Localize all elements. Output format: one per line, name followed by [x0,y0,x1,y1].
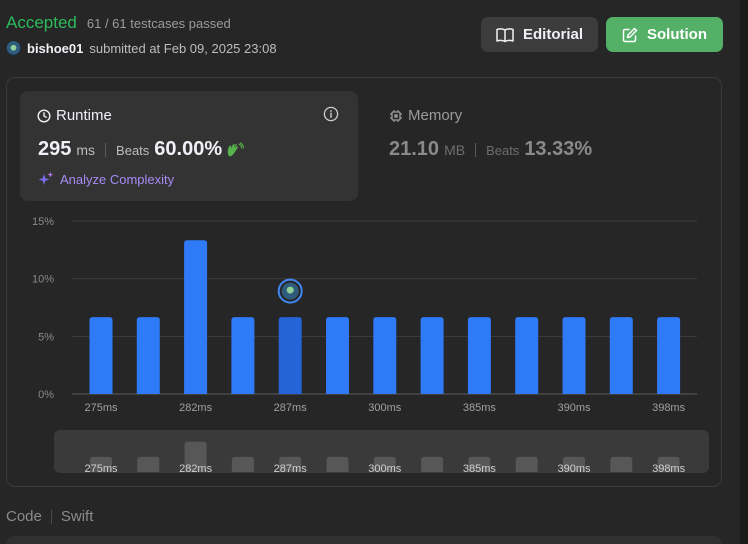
page-edge [740,0,748,544]
chart-bar[interactable] [420,317,444,394]
overview-bar [515,456,538,472]
overview-tick-label: 282ms [179,463,213,475]
overview-bar [563,456,585,472]
memory-metric: 21.10 MB Beats 13.33% [389,138,592,161]
memory-value: 21.10 [389,138,440,160]
username-link[interactable]: bishoe01 [27,41,84,56]
overview-bar [90,456,112,472]
runtime-unit: ms [76,142,96,158]
chart-bar[interactable] [515,317,539,394]
memory-unit: MB [444,142,466,158]
range-selector[interactable] [54,430,709,473]
chart-bar[interactable] [136,317,160,394]
overview-tick-label: 398ms [652,463,686,475]
chart-bar[interactable] [609,317,633,394]
overview-bar [231,456,254,472]
x-tick-label: 275ms [84,402,118,414]
chart-bar[interactable] [184,240,208,394]
runtime-beats-label: Beats [116,143,150,158]
code-editor[interactable] [6,536,722,544]
overview-bar [610,456,633,472]
solution-label: Solution [647,26,707,43]
chart-bar[interactable] [278,317,302,394]
overview-tick-label: 385ms [463,463,497,475]
code-header: Code Swift [6,508,93,525]
runtime-title: Runtime [37,107,112,124]
analyze-complexity-label: Analyze Complexity [60,171,175,187]
overview-bar [137,456,160,472]
avatar[interactable] [6,41,21,56]
overview-tick-label: 390ms [557,463,591,475]
chart-bar[interactable] [562,317,586,394]
editorial-label: Editorial [522,26,583,43]
x-tick-label: 300ms [368,402,402,414]
chart-bar[interactable] [89,317,113,394]
edit-icon [622,27,638,42]
overview-bar [184,441,207,472]
editorial-button[interactable]: Editorial [481,17,598,52]
overview-bar [373,456,396,472]
submission-status: Accepted 61 / 61 testcases passed [6,13,231,33]
overview-tick-label: 287ms [274,463,308,475]
y-tick-label: 5% [38,331,54,343]
chip-icon [390,109,402,122]
memory-beats-label: Beats [486,143,520,158]
chart-bar[interactable] [231,317,255,394]
x-tick-label: 398ms [652,402,686,414]
runtime-metric: 295 ms Beats 60.00% [38,138,245,161]
runtime-title-label: Runtime [56,107,112,124]
chart-bar[interactable] [326,317,349,394]
overview-tick-label: 275ms [84,463,118,475]
memory-beats-value: 13.33% [524,138,593,160]
x-tick-label: 385ms [463,402,497,414]
overview-bar [326,456,349,472]
x-tick-label: 287ms [274,402,308,414]
runtime-beats-value: 60.00% [154,138,223,160]
sparkle-icon [38,171,54,185]
chart-bar[interactable] [467,317,491,394]
book-icon [496,27,514,42]
overview-bar [279,456,302,472]
user-marker-avatar-detail [286,286,294,294]
runtime-card[interactable] [20,91,358,201]
status-accepted: Accepted [6,13,77,32]
testcases-passed: 61 / 61 testcases passed [86,16,231,31]
y-tick-label: 0% [38,389,54,401]
waving-hands-icon [227,141,245,156]
metric-divider [475,142,477,157]
y-tick-label: 15% [32,216,54,228]
code-label: Code [6,508,42,525]
x-tick-label: 390ms [557,402,591,414]
solution-button[interactable]: Solution [606,17,723,52]
memory-title[interactable]: Memory [389,107,462,124]
y-tick-label: 10% [32,274,54,286]
submitted-time: submitted at Feb 09, 2025 23:08 [89,41,277,56]
overview-bar [421,456,444,472]
chart-bar[interactable] [373,317,397,394]
code-language: Swift [60,508,94,525]
info-icon[interactable] [323,106,339,122]
submitter-info: bishoe01 submitted at Feb 09, 2025 23:08 [6,41,277,56]
runtime-distribution-chart: 0% 5% 10% 15% 275ms 282ms 287ms 300ms 385ms 390ms… [32,216,709,475]
metric-divider [105,142,107,157]
overview-tick-label: 300ms [368,463,402,475]
analyze-complexity-link[interactable]: Analyze Complexity [38,171,174,187]
memory-title-label: Memory [408,107,463,124]
chart-bar[interactable] [657,317,681,394]
runtime-value: 295 [38,138,72,160]
code-divider [50,509,52,524]
x-tick-label: 282ms [179,402,213,414]
overview-bar [468,456,491,472]
clock-icon [37,108,51,123]
overview-bar [657,456,680,472]
